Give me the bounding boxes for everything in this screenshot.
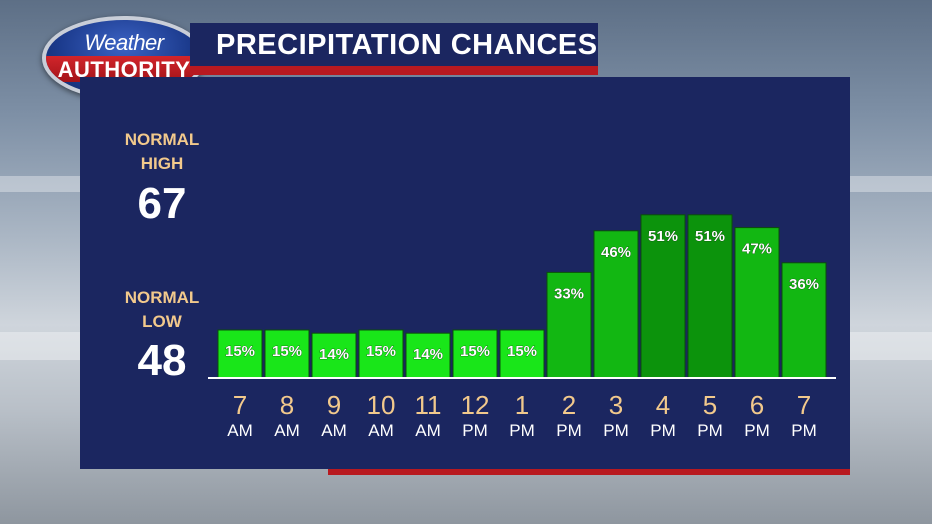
x-tick-label-ampm: PM [791,421,817,440]
x-tick-label-hour: 1 [515,390,529,420]
x-tick-label-hour: 3 [609,390,623,420]
x-tick-label-ampm: PM [650,421,676,440]
bar-value-label: 51% [648,228,678,245]
normal-high-label-line1: NORMAL [124,130,200,149]
normal-high-label-line2: HIGH [140,154,184,173]
x-tick-label-ampm: AM [368,421,394,440]
bar [546,271,592,379]
normal-high-label: NORMAL HIGH [82,128,242,176]
bar-value-label: 14% [319,346,349,363]
bar-value-label: 36% [789,276,819,293]
bar-value-label: 15% [366,343,396,360]
x-tick-label-hour: 8 [280,390,294,420]
normal-low-label: NORMAL LOW [82,286,242,334]
x-tick-label-ampm: PM [509,421,535,440]
x-tick-label-ampm: AM [227,421,253,440]
x-tick-label-ampm: AM [415,421,441,440]
logo-text-weather: Weather [84,30,164,55]
x-tick-label-hour: 12 [461,390,490,420]
bar-value-label: 46% [601,244,631,261]
x-tick-label-hour: 9 [327,390,341,420]
bar-value-label: 51% [695,228,725,245]
normal-high-value: 67 [137,179,187,228]
x-tick-label-ampm: PM [603,421,629,440]
x-tick-label-hour: 6 [750,390,764,420]
panel-underline [328,469,850,475]
x-tick-label-ampm: AM [274,421,300,440]
bar-value-label: 15% [460,343,490,360]
x-tick-label-ampm: PM [556,421,582,440]
bar-value-label: 33% [554,285,584,302]
bar [593,230,639,379]
normal-low-value: 48 [137,336,187,385]
bar [499,329,545,379]
x-tick-label-ampm: PM [744,421,770,440]
x-tick-label-hour: 10 [367,390,396,420]
x-tick-label-hour: 2 [562,390,576,420]
bar [781,262,827,379]
title-bar: PRECIPITATION CHANCES [190,23,598,67]
x-tick-label-hour: 4 [656,390,670,420]
normal-low-label-line2: LOW [142,312,182,331]
x-tick-label-ampm: PM [462,421,488,440]
bar [311,332,357,379]
bar-value-label: 15% [507,343,537,360]
bar [452,329,498,379]
bar [405,332,451,379]
bar-value-label: 15% [272,343,302,360]
bar [734,227,780,379]
x-tick-label-hour: 7 [233,390,247,420]
x-tick-label-ampm: PM [697,421,723,440]
bar-value-label: 15% [225,343,255,360]
bar [264,329,310,379]
x-tick-label-ampm: AM [321,421,347,440]
title-underline [190,66,598,75]
x-tick-label-hour: 7 [797,390,811,420]
x-tick-label-hour: 5 [703,390,717,420]
page-title: PRECIPITATION CHANCES [216,29,598,61]
normal-low-label-line1: NORMAL [124,288,200,307]
bar-value-label: 47% [742,241,772,258]
bar-value-label: 14% [413,346,443,363]
bar [687,214,733,379]
x-tick-label-hour: 11 [415,390,442,420]
